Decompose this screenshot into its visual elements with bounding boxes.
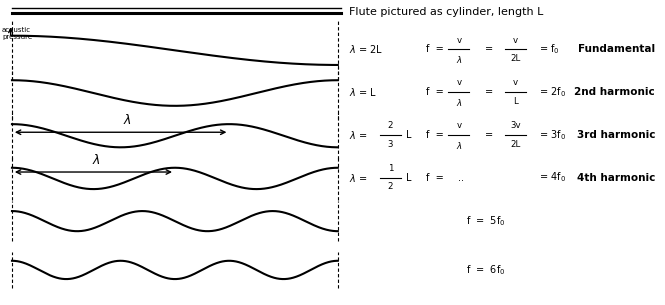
Text: =: = xyxy=(485,130,493,140)
Text: $\lambda$: $\lambda$ xyxy=(456,97,462,108)
Text: acoustic
pressure: acoustic pressure xyxy=(2,27,32,40)
Text: $\lambda$ = L: $\lambda$ = L xyxy=(349,86,377,98)
Text: 3: 3 xyxy=(388,140,393,149)
Text: v: v xyxy=(456,78,462,87)
Text: f  =  6f$_0$: f = 6f$_0$ xyxy=(465,263,505,277)
Text: 2: 2 xyxy=(388,121,393,130)
Text: $\lambda$: $\lambda$ xyxy=(456,54,462,65)
Text: Fundamental: Fundamental xyxy=(578,45,655,54)
Text: =: = xyxy=(485,45,493,54)
Text: v: v xyxy=(456,35,462,45)
Text: 1: 1 xyxy=(388,163,393,173)
Text: 3rd harmonic: 3rd harmonic xyxy=(577,130,655,140)
Text: = f$_0$: = f$_0$ xyxy=(539,42,559,56)
Text: $\lambda$: $\lambda$ xyxy=(92,153,101,167)
Text: L: L xyxy=(406,130,411,140)
Text: L: L xyxy=(513,97,518,106)
Text: $\lambda$ =: $\lambda$ = xyxy=(349,129,368,141)
Text: f  =: f = xyxy=(426,173,444,182)
Text: =: = xyxy=(485,87,493,97)
Text: v: v xyxy=(513,35,518,45)
Text: f  =: f = xyxy=(426,87,444,97)
Text: f  =: f = xyxy=(426,130,444,140)
Text: Flute pictured as cylinder, length L: Flute pictured as cylinder, length L xyxy=(349,7,543,17)
Text: = 3f$_0$: = 3f$_0$ xyxy=(539,128,565,142)
Text: $\lambda$: $\lambda$ xyxy=(456,140,462,151)
Text: $\lambda$: $\lambda$ xyxy=(123,113,132,127)
Text: v: v xyxy=(456,121,462,130)
Text: $\lambda$ =: $\lambda$ = xyxy=(349,171,368,184)
Text: $\lambda$ = 2L: $\lambda$ = 2L xyxy=(349,43,383,56)
Text: = 4f$_0$: = 4f$_0$ xyxy=(539,170,565,185)
Text: f  =  5f$_0$: f = 5f$_0$ xyxy=(465,214,505,228)
Text: 2nd harmonic: 2nd harmonic xyxy=(575,87,655,97)
Text: 2: 2 xyxy=(388,182,393,192)
Text: ..: .. xyxy=(458,173,464,182)
Text: v: v xyxy=(513,78,518,87)
Text: = 2f$_0$: = 2f$_0$ xyxy=(539,85,565,99)
Text: L: L xyxy=(406,173,411,182)
Text: 4th harmonic: 4th harmonic xyxy=(577,173,655,182)
Text: 2L: 2L xyxy=(510,54,521,63)
Text: f  =: f = xyxy=(426,45,444,54)
Text: 3v: 3v xyxy=(510,121,521,130)
Text: 2L: 2L xyxy=(510,140,521,149)
